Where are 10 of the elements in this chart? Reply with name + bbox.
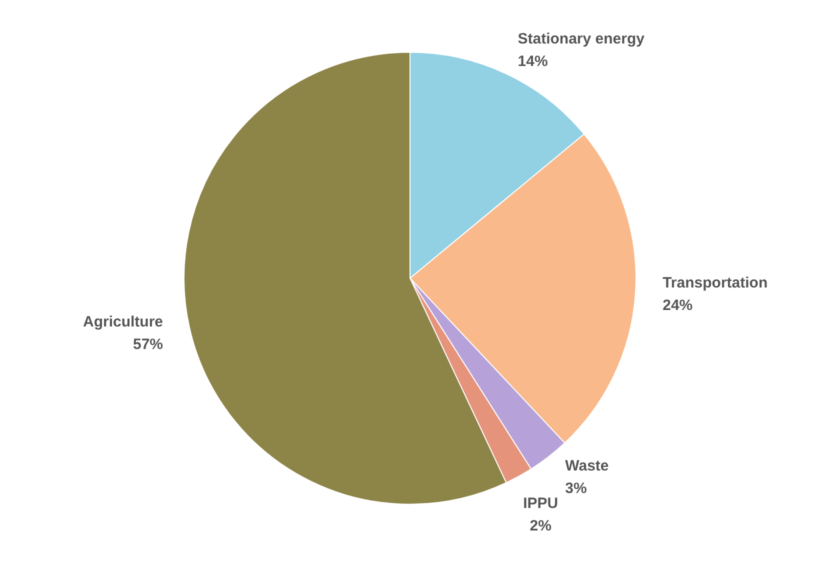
- data-label: 3%: [565, 480, 587, 497]
- data-label: 2%: [530, 517, 552, 534]
- slice-label: Transportation: [662, 274, 768, 292]
- data-label: 14%: [518, 53, 548, 70]
- slice-label: Stationary energy: [518, 30, 646, 48]
- data-label: 57%: [132, 336, 164, 353]
- slice-label: Waste: [565, 457, 609, 474]
- slice-label: Agriculture: [82, 313, 164, 330]
- data-label: 24%: [662, 296, 693, 314]
- slice-label: IPPU: [523, 494, 558, 512]
